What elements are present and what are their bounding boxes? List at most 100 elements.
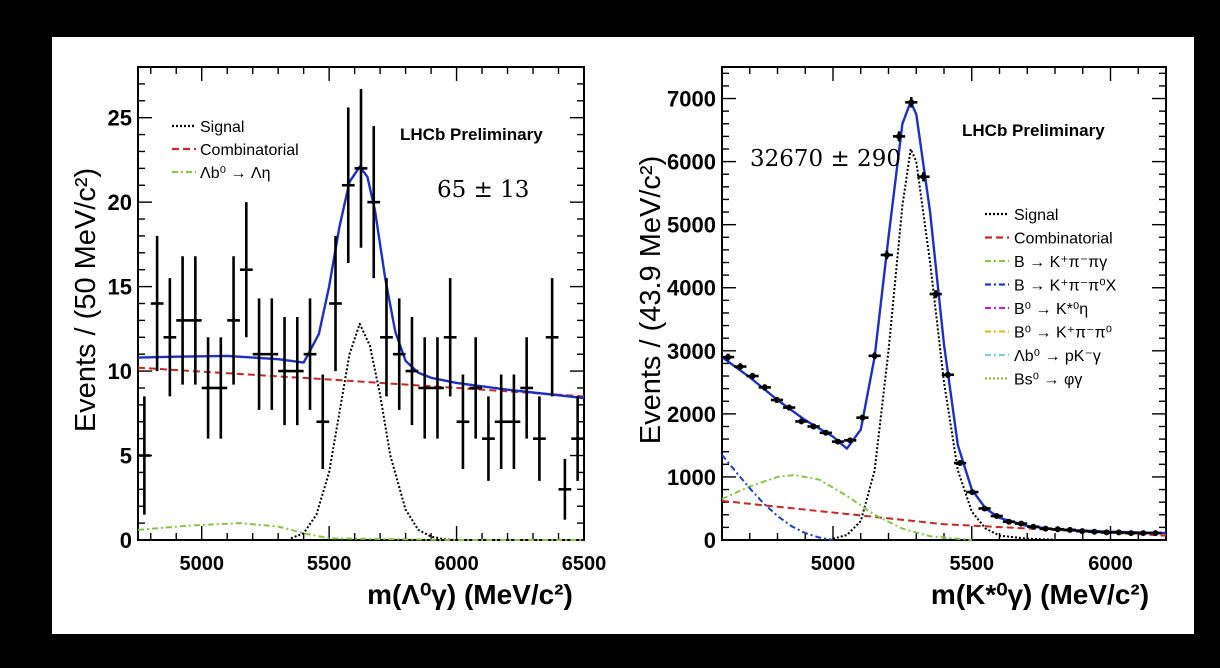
data-point [138,396,151,515]
y-tick-label: 5 [120,444,132,469]
data-point [1100,529,1113,536]
legend-label: Λb⁰ → pK⁻γ [1014,348,1101,365]
data-point [868,352,881,360]
data-point [163,278,177,397]
chart-2: 5000 5500 6000 0 1000 2000 3000 4000 5000 6000 700… [635,66,1167,610]
point-marker [944,371,951,378]
y-tick-label: 0 [120,528,132,553]
data-point [1112,529,1125,536]
data-point [316,374,330,470]
chart-1: 5000 5500 6000 6500 0 5 10 15 20 25 Events / (50 M… [70,66,607,610]
data-point [905,97,918,108]
point-marker [1091,528,1098,535]
point-marker [749,373,756,380]
y-tick-label: 1000 [667,465,716,490]
data-point [758,384,771,391]
y-tick-label: 6000 [667,150,716,175]
data-point [1088,528,1101,535]
data-point [290,317,304,426]
x-tick-label: 5000 [179,553,224,575]
data-point [1027,523,1040,530]
data-point [819,429,832,436]
data-point [990,513,1003,520]
data-point [929,290,942,298]
series-b-k- [721,474,972,541]
series-b-k-x [721,454,834,541]
point-marker [1152,530,1159,537]
data-point [953,460,967,467]
data-point [494,374,508,470]
data-point [1051,526,1064,533]
point-marker [969,489,976,496]
data-point [520,337,534,439]
series-total-fit [137,165,585,400]
series-combinatorial [721,499,1167,537]
series-signal [832,148,1056,541]
data-point [1124,530,1138,537]
data-point [734,363,747,370]
data-point [1039,525,1052,532]
x-axis-label: m(Λ⁰γ) (MeV/c²) [367,579,573,610]
data-point [746,372,759,380]
point-marker [1018,520,1025,527]
data-point [966,489,979,496]
lhcb-label: LHCb Preliminary [400,125,543,144]
point-marker [993,513,1000,520]
point-marker [786,404,793,411]
data-point [265,298,279,410]
data-point [431,337,444,439]
data-point [418,337,432,439]
point-marker [883,251,890,258]
point-marker [834,438,841,445]
point-marker [1140,530,1147,537]
data-point [831,438,845,445]
data-point [354,88,368,248]
data-point [239,202,253,338]
legend-label: Combinatorial [1014,231,1113,248]
series-combinatorial [137,366,585,398]
data-point [844,437,857,444]
point-marker [1054,526,1061,533]
y-tick-label: 7000 [667,87,716,112]
legend-label: B → K⁺π⁻πγ [1014,254,1107,271]
series--b- [137,522,584,541]
point-marker [1115,529,1122,536]
data-point [783,404,796,411]
data-point [917,171,930,182]
data-point [227,256,240,385]
signal-yield: 65 ± 13 [437,177,529,203]
legend-label: Bs⁰ → φγ [1014,372,1082,389]
point-marker [1030,523,1037,530]
x-tick-label: 5000 [811,553,856,575]
data-point [482,396,495,481]
data-point [367,126,381,279]
y-tick-label: 25 [108,106,132,131]
signal-yield: 32670 ± 290 [750,146,901,172]
point-marker [1066,526,1073,533]
data-point [188,256,202,385]
data-point [214,337,228,439]
point-marker [896,133,903,140]
data-point [1076,528,1089,535]
point-marker [957,460,964,467]
data-point [892,131,906,142]
legend-label: Combinatorial [200,142,299,159]
data-point [329,235,342,372]
data-point [469,337,483,439]
data-point [456,374,470,470]
data-point [1015,520,1028,527]
x-tick-label: 6000 [434,553,479,575]
data-point [278,317,291,426]
point-marker [773,396,780,403]
legend: Signal Combinatorial B → K⁺π⁻πγ B → K⁺π⁻π⁰X… [985,207,1117,389]
data-point [507,374,521,470]
point-marker [737,363,744,370]
legend: Signal Combinatorial Λb⁰ → Λη [172,119,299,182]
y-tick-label: 4000 [667,276,716,301]
y-axis-label: Events / (43.9 MeV/c²) [635,156,667,445]
legend-label: Signal [1014,207,1058,224]
x-tick-label: 6500 [562,553,607,575]
point-marker [1128,530,1135,537]
point-marker [822,429,829,436]
data-point [1137,530,1150,537]
